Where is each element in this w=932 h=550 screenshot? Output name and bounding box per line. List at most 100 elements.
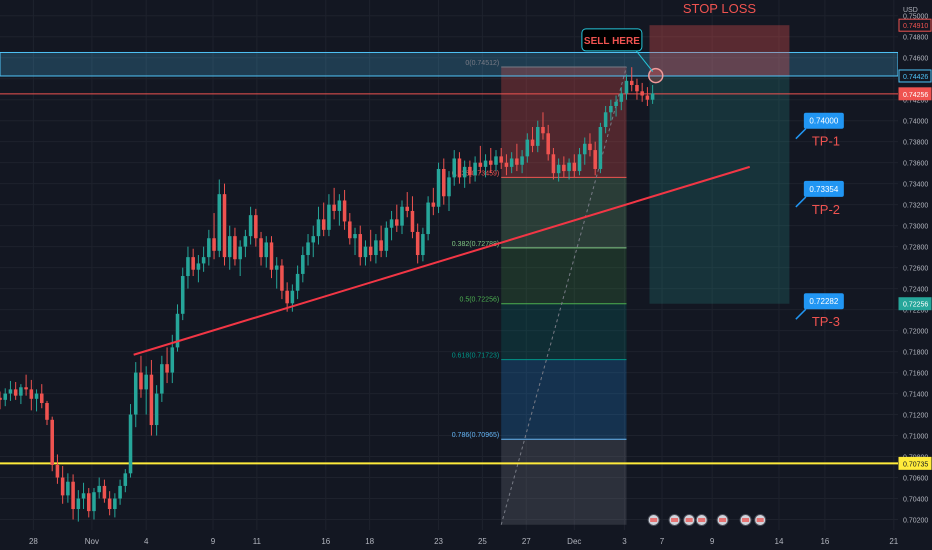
candle-body: [86, 493, 91, 512]
stop-loss-label: STOP LOSS: [683, 1, 757, 16]
candle-body: [3, 393, 7, 400]
candle-body: [515, 158, 519, 165]
candles: [0, 67, 655, 522]
tp-label: TP-3: [812, 314, 840, 329]
y-tick-label: 0.71000: [903, 434, 928, 441]
candle-body: [180, 276, 185, 314]
event-flag-stripe: [756, 518, 764, 522]
candle-body: [442, 168, 446, 197]
candle-body: [541, 126, 545, 134]
candle-body: [504, 162, 509, 167]
price-tag-label: 0.70735: [903, 461, 928, 468]
candle-body: [525, 139, 530, 157]
fib-level-label: 0.786(0.70965): [452, 432, 499, 439]
candle-body: [0, 397, 2, 400]
price-tag: [898, 18, 932, 32]
y-tick-label: 0.72200: [903, 308, 928, 315]
candle-body: [415, 231, 420, 256]
y-tick-label: 0.72000: [903, 329, 928, 336]
tp-price-box: [803, 112, 844, 129]
candle-body: [8, 389, 13, 394]
candle-body: [478, 162, 483, 167]
price-tag: [898, 297, 932, 311]
price-tag: [898, 87, 932, 101]
y-tick-label: 0.70200: [903, 518, 928, 525]
x-tick-label: 4: [144, 537, 149, 546]
candle-body: [175, 313, 180, 348]
y-tick-label: 0.71200: [903, 413, 928, 420]
y-tick-label: 0.73400: [903, 182, 928, 189]
fib-zone: [501, 359, 627, 440]
candle-body: [222, 194, 227, 258]
candle-body: [640, 91, 644, 96]
y-tick-label: 0.70400: [903, 497, 928, 504]
candle-body: [128, 414, 133, 474]
candle-body: [133, 372, 138, 415]
candle-body: [13, 389, 18, 396]
candle-body: [316, 219, 321, 237]
candle-body: [582, 143, 587, 155]
y-tick-label: 0.73000: [903, 224, 928, 231]
candle-body: [243, 236, 248, 247]
y-tick-label: 0.72800: [903, 245, 928, 252]
callout-box: [581, 28, 643, 52]
candle-body: [624, 80, 629, 94]
candle-body: [436, 168, 441, 207]
candle-body: [452, 158, 456, 178]
y-tick-label: 0.70600: [903, 476, 928, 483]
candle-body: [76, 498, 81, 510]
x-tick-label: 9: [710, 537, 715, 546]
x-tick-label: 28: [29, 537, 38, 546]
tp-label: TP-2: [812, 202, 840, 217]
candle-body: [395, 219, 399, 226]
y-tick-label: 0.72400: [903, 287, 928, 294]
candle-body: [556, 164, 561, 174]
candle-body: [123, 473, 128, 486]
candle-body: [290, 290, 295, 304]
candle-body: [603, 112, 608, 127]
entry-marker: [647, 67, 664, 84]
x-tick-label: 9: [211, 537, 216, 546]
fib-level-label: 0.618(0.71723): [452, 353, 499, 360]
event-flag-stripe: [685, 518, 693, 522]
candle-body: [650, 93, 655, 100]
event-flag-stripe: [698, 518, 706, 522]
candle-body: [201, 257, 206, 264]
candle-body: [196, 263, 201, 270]
candle-body: [473, 162, 477, 176]
x-tick-label: 23: [434, 537, 443, 546]
event-flag-stripe: [671, 518, 679, 522]
fib-level-label: 0.5(0.72256): [460, 297, 500, 304]
drawing-zones: 0(0.74512)0.236(0.73459)0.382(0.72788)0.…: [0, 1, 899, 525]
candle-body: [499, 156, 503, 163]
candle-body: [217, 194, 222, 251]
y-tick-label: 0.71800: [903, 350, 928, 357]
candle-body: [509, 158, 514, 167]
candle-body: [593, 150, 597, 169]
candle-body: [34, 393, 39, 399]
profit-zone: [649, 75, 790, 304]
candle-body: [149, 374, 154, 426]
fib-trend-line: [500, 66, 627, 525]
candle-body: [348, 221, 352, 239]
candle-body: [144, 374, 148, 390]
candle-body: [530, 139, 535, 146]
candle-body: [264, 242, 269, 258]
tp-price-box: [803, 293, 844, 310]
x-axis: 28 Nov 4 9 11 16 18 23 25 27 Dec 3 7 9 14 16 21: [0, 530, 932, 550]
trendline: [133, 165, 751, 356]
candle-body: [567, 162, 571, 172]
candle-body: [191, 257, 195, 270]
candle-body: [280, 265, 284, 291]
candle-body: [520, 156, 524, 165]
y-tick-label: 0.75000: [903, 14, 928, 21]
candle-body: [374, 240, 378, 256]
y-tick-label: 0.74600: [903, 56, 928, 63]
price-tag-label: 0.74910: [903, 23, 928, 30]
candle-body: [92, 492, 96, 512]
candle-body: [19, 387, 23, 396]
x-tick-label: Nov: [85, 537, 99, 546]
fib-level-label: 0(0.74512): [465, 60, 499, 67]
fib-zone: [501, 247, 627, 304]
